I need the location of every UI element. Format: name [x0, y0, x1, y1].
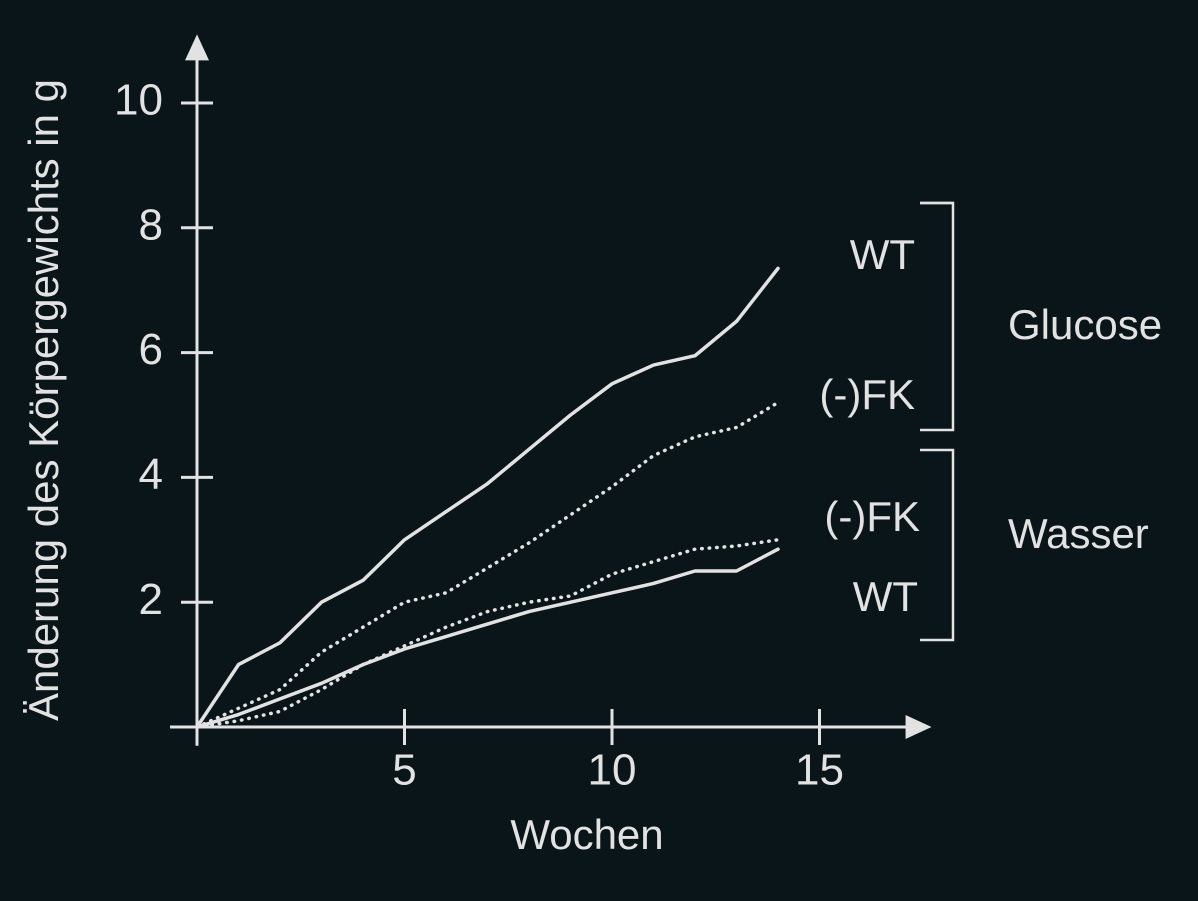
x-tick-label: 10	[588, 746, 637, 795]
x-tick-label: 15	[795, 746, 844, 795]
x-axis-label: Wochen	[510, 811, 663, 858]
series-line	[195, 538, 780, 729]
y-tick-label: 6	[139, 325, 163, 374]
series-line	[195, 266, 780, 729]
series-label: WT	[850, 231, 915, 278]
series-line	[195, 400, 780, 729]
y-tick-label: 10	[114, 76, 163, 125]
bracket	[920, 201, 955, 432]
group-label: Glucose	[1008, 301, 1162, 348]
y-tick-label: 4	[139, 450, 163, 499]
group-label: Wasser	[1008, 510, 1149, 557]
y-axis-arrow	[185, 34, 209, 61]
bracket	[920, 448, 955, 642]
y-tick-label: 8	[139, 200, 163, 249]
y-tick-label: 2	[139, 575, 163, 624]
y-axis-label: Änderung des Körpergewichts in g	[20, 79, 67, 721]
series-label: (-)FK	[824, 493, 920, 540]
x-axis-arrow	[905, 715, 932, 739]
series-label: WT	[853, 573, 918, 620]
x-tick-label: 5	[392, 746, 416, 795]
series-label: (-)FK	[819, 371, 915, 418]
series-line	[195, 547, 780, 729]
